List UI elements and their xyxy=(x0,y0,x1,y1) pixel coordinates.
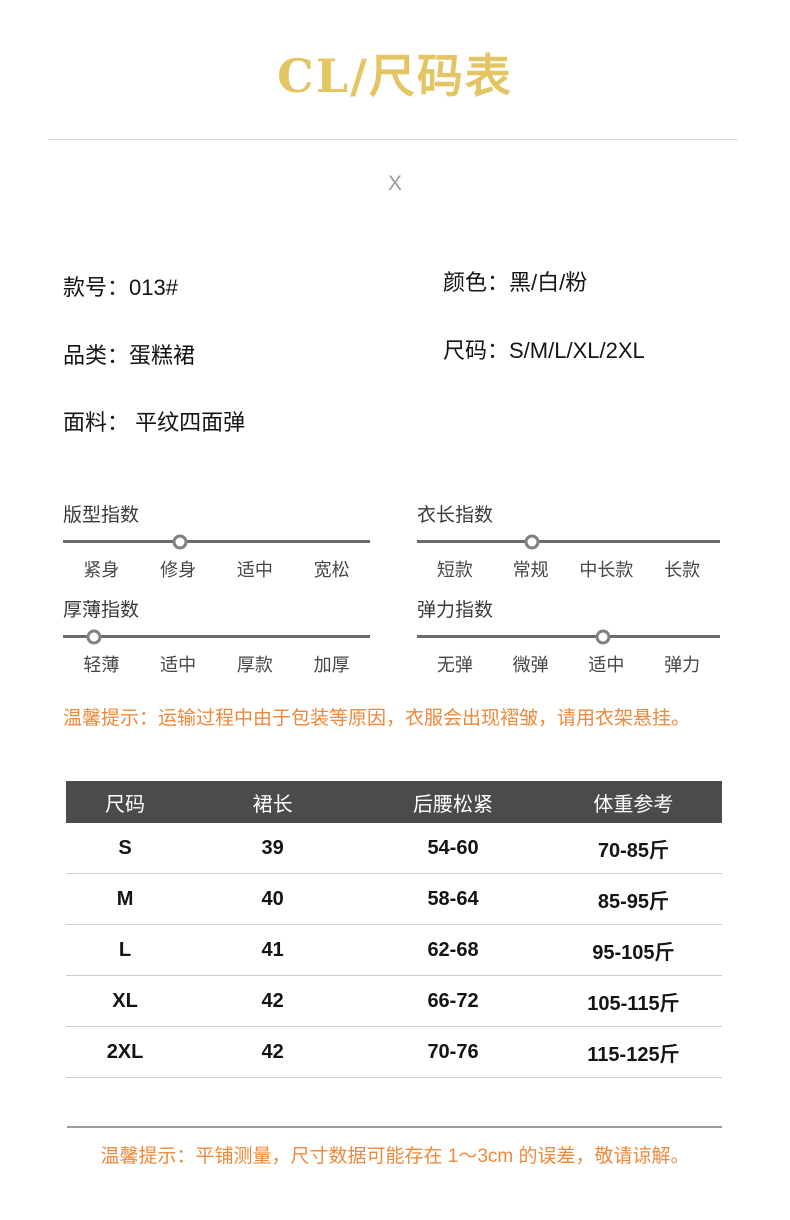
slider-title: 弹力指数 xyxy=(417,600,494,621)
slider-labels: 短款 常规 中长款 长款 xyxy=(417,556,720,582)
slider-track xyxy=(417,534,720,549)
page-title: CL/尺码表 xyxy=(277,49,513,103)
slider-knob xyxy=(172,534,188,549)
slider-labels: 无弹 微弹 适中 弹力 xyxy=(417,651,720,677)
table-cell: S xyxy=(118,836,132,859)
slider-knob xyxy=(524,534,540,549)
slider-label: 紧身 xyxy=(83,560,120,580)
slider-label: 适中 xyxy=(236,560,273,580)
slider-label: 长款 xyxy=(664,560,701,580)
slider-label: 短款 xyxy=(436,560,473,580)
table-header-cell: 后腰松紧 xyxy=(413,793,494,816)
slider-label: 弹力 xyxy=(664,655,701,675)
slider-label: 适中 xyxy=(588,655,625,675)
table-header-cell: 体重参考 xyxy=(593,793,674,816)
table-cell: 54-60 xyxy=(427,836,479,859)
slider-knob xyxy=(595,629,611,644)
slider-labels: 紧身 修身 适中 宽松 xyxy=(63,556,370,582)
slider-fit-index: 版型指数 紧身 修身 适中 宽松 xyxy=(63,505,370,582)
slider-label: 厚款 xyxy=(236,655,273,675)
slider-track xyxy=(417,629,720,644)
table-cell: 41 xyxy=(261,938,284,961)
table-row: 2XL 42 70-76 115-125斤 xyxy=(66,1027,722,1078)
table-cell: 85-95斤 xyxy=(597,890,669,913)
size-table: 尺码 裙长 后腰松紧 体重参考 S 39 54-60 70-85斤 M 40 5… xyxy=(66,781,722,1078)
top-divider xyxy=(48,139,738,140)
slider-title: 衣长指数 xyxy=(417,505,494,526)
table-cell: 115-125斤 xyxy=(587,1043,680,1066)
table-cell: 105-115斤 xyxy=(587,992,680,1015)
slider-stretch-index: 弹力指数 无弹 微弹 适中 弹力 xyxy=(417,600,720,677)
product-category: 品类：蛋糕裙 xyxy=(63,343,196,368)
table-cell: 2XL xyxy=(106,1040,144,1063)
slider-label: 中长款 xyxy=(579,560,634,580)
slider-label: 常规 xyxy=(512,560,549,580)
slider-labels: 轻薄 适中 厚款 加厚 xyxy=(63,651,370,677)
slider-label: 修身 xyxy=(160,560,197,580)
product-fabric: 面料： 平纹四面弹 xyxy=(63,410,246,435)
table-cell: 62-68 xyxy=(427,938,479,961)
table-header-cell: 裙长 xyxy=(252,793,293,816)
notice-measurement: 温馨提示：平铺测量，尺寸数据可能存在 1～3cm 的误差，敬请谅解。 xyxy=(100,1146,690,1167)
table-cell: 95-105斤 xyxy=(592,941,675,964)
product-sizes: 尺码：S/M/L/XL/2XL xyxy=(443,338,645,363)
slider-label: 宽松 xyxy=(313,560,350,580)
slider-label: 无弹 xyxy=(436,655,473,675)
product-model: 款号：013# xyxy=(63,275,178,300)
table-cell: 70-85斤 xyxy=(597,839,669,862)
table-cell: 58-64 xyxy=(427,887,479,910)
table-row: L 41 62-68 95-105斤 xyxy=(66,925,722,976)
slider-label: 微弹 xyxy=(512,655,549,675)
slider-thickness-index: 厚薄指数 轻薄 适中 厚款 加厚 xyxy=(63,600,370,677)
table-row: S 39 54-60 70-85斤 xyxy=(66,823,722,874)
slider-track xyxy=(63,629,370,644)
table-cell: 70-76 xyxy=(427,1040,479,1063)
table-row: M 40 58-64 85-95斤 xyxy=(66,874,722,925)
table-header: 尺码 裙长 后腰松紧 体重参考 xyxy=(66,781,722,823)
slider-title: 厚薄指数 xyxy=(63,600,140,621)
product-color: 颜色：黑/白/粉 xyxy=(443,270,588,295)
slider-length-index: 衣长指数 短款 常规 中长款 长款 xyxy=(417,505,720,582)
x-placeholder-mark: X xyxy=(387,172,402,195)
table-cell: M xyxy=(116,887,134,910)
notice-shipping: 温馨提示：运输过程中由于包装等原因，衣服会出现褶皱，请用衣架悬挂。 xyxy=(63,708,691,729)
table-cell: 40 xyxy=(261,887,284,910)
table-row: XL 42 66-72 105-115斤 xyxy=(66,976,722,1027)
slider-knob xyxy=(86,629,102,644)
table-cell: 66-72 xyxy=(427,989,479,1012)
slider-label: 轻薄 xyxy=(83,655,120,675)
bottom-divider xyxy=(67,1126,722,1128)
slider-track xyxy=(63,534,370,549)
table-cell: 42 xyxy=(261,1040,284,1063)
table-header-cell: 尺码 xyxy=(105,793,146,816)
table-cell: 39 xyxy=(261,836,284,859)
slider-label: 加厚 xyxy=(313,655,350,675)
table-cell: L xyxy=(118,938,132,961)
slider-label: 适中 xyxy=(160,655,197,675)
table-cell: 42 xyxy=(261,989,284,1012)
slider-title: 版型指数 xyxy=(63,505,140,526)
table-cell: XL xyxy=(112,989,138,1012)
